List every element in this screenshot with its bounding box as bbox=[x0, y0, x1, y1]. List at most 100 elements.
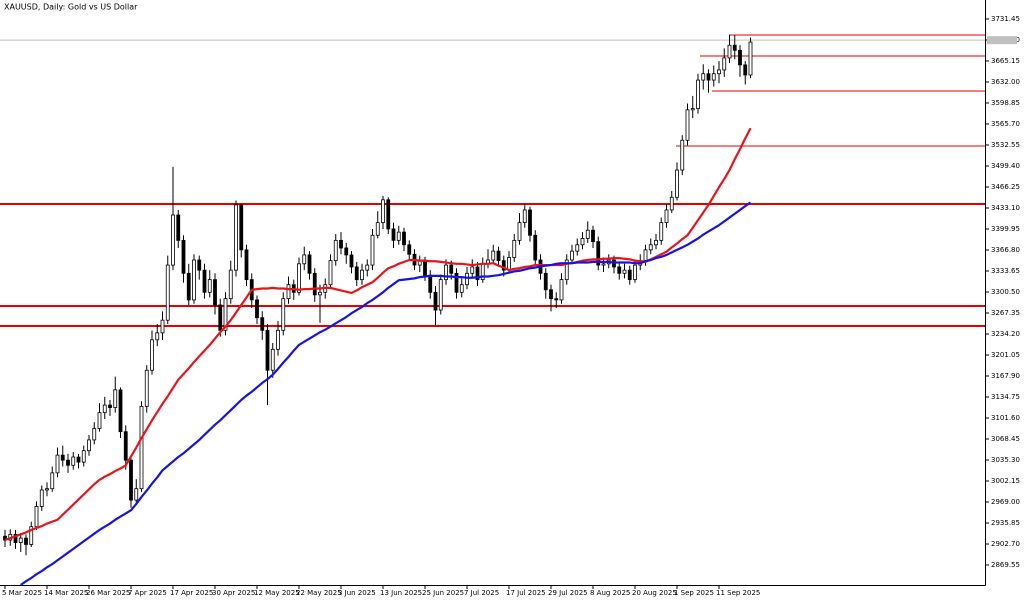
candle-body bbox=[92, 428, 97, 441]
candle-body bbox=[512, 239, 517, 258]
candle-body bbox=[732, 44, 737, 51]
candle-body bbox=[365, 264, 370, 271]
y-tick-label: 3101.60 bbox=[991, 414, 1020, 422]
candle-body bbox=[87, 439, 91, 452]
candle-body bbox=[50, 472, 55, 490]
candle-body bbox=[564, 259, 569, 281]
candle-body bbox=[743, 64, 748, 76]
candle-body bbox=[533, 234, 538, 261]
x-tick-label: 17 Jul 2025 bbox=[506, 589, 546, 597]
candle-body bbox=[45, 488, 49, 491]
x-tick-label: 14 Mar 2025 bbox=[44, 589, 88, 597]
candle-body bbox=[396, 231, 401, 241]
candle-body bbox=[459, 284, 464, 293]
candle-body bbox=[522, 209, 527, 224]
y-tick-label: 3068.45 bbox=[991, 435, 1020, 443]
candle-body bbox=[150, 339, 154, 371]
candle-body bbox=[223, 298, 228, 331]
candle-body bbox=[675, 169, 679, 198]
candle-body bbox=[570, 250, 574, 261]
candle-body bbox=[627, 269, 632, 281]
candle-body bbox=[727, 44, 732, 59]
y-tick-label: 2935.85 bbox=[991, 519, 1020, 527]
x-tick-label: 7 Jul 2025 bbox=[464, 589, 499, 597]
y-tick-label: 2969.00 bbox=[991, 498, 1020, 506]
y-tick-label: 3731.45 bbox=[991, 15, 1020, 23]
candle-body bbox=[76, 456, 81, 463]
candle-body bbox=[239, 204, 244, 251]
candle-body bbox=[281, 298, 286, 331]
y-tick-label: 3300.50 bbox=[991, 288, 1020, 296]
candle-body bbox=[528, 209, 532, 236]
candle-body bbox=[102, 404, 107, 414]
candle-body bbox=[433, 291, 438, 311]
candle-body bbox=[559, 279, 564, 301]
x-tick-label: 22 May 2025 bbox=[296, 589, 342, 597]
candle-body bbox=[575, 244, 580, 252]
candle-body bbox=[333, 239, 338, 262]
candle-body bbox=[160, 319, 165, 334]
candle-body bbox=[165, 264, 170, 321]
candle-body bbox=[354, 266, 359, 281]
candle-body bbox=[717, 69, 721, 75]
candle-body bbox=[633, 264, 637, 281]
candle-body bbox=[265, 329, 270, 371]
candle-body bbox=[155, 332, 160, 341]
x-tick-label: 7 Apr 2025 bbox=[128, 589, 167, 597]
candle-body bbox=[738, 49, 742, 66]
candle-body bbox=[81, 450, 86, 463]
candle-body bbox=[496, 250, 501, 262]
candle-body bbox=[543, 272, 548, 291]
candle-body bbox=[181, 239, 186, 274]
candle-body bbox=[407, 244, 412, 255]
bid-label-box bbox=[987, 36, 1017, 45]
moving-average-line bbox=[4, 127, 752, 542]
candle-body bbox=[664, 209, 669, 224]
x-tick-label: 17 Apr 2025 bbox=[170, 589, 213, 597]
candle-body bbox=[669, 196, 674, 211]
y-tick-label: 3632.00 bbox=[991, 78, 1020, 86]
candle-body bbox=[349, 254, 354, 268]
candle-body bbox=[444, 264, 448, 281]
candle-body bbox=[386, 199, 391, 230]
candle-body bbox=[39, 489, 44, 507]
candle-body bbox=[370, 234, 375, 266]
candle-body bbox=[171, 214, 175, 266]
candle-body bbox=[55, 454, 60, 474]
y-tick-label: 3399.95 bbox=[991, 225, 1020, 233]
candle-body bbox=[465, 272, 469, 286]
x-tick-label: 1 Sep 2025 bbox=[674, 589, 714, 597]
candle-body bbox=[428, 274, 433, 293]
candle-body bbox=[34, 506, 39, 528]
candle-body bbox=[685, 109, 690, 141]
candle-body bbox=[722, 57, 727, 71]
candle-body bbox=[176, 214, 181, 241]
candle-body bbox=[113, 389, 118, 409]
candle-body bbox=[659, 222, 664, 241]
y-tick-label: 3665.15 bbox=[991, 57, 1020, 65]
candle-body bbox=[218, 304, 223, 331]
x-tick-label: 11 Sep 2025 bbox=[716, 589, 760, 597]
y-tick-label: 3002.15 bbox=[991, 477, 1020, 485]
candle-body bbox=[144, 369, 149, 407]
candle-body bbox=[748, 41, 753, 76]
candle-body bbox=[118, 389, 123, 433]
candle-body bbox=[18, 537, 23, 543]
candle-body bbox=[108, 404, 112, 409]
x-tick-label: 13 Jun 2025 bbox=[380, 589, 422, 597]
candle-body bbox=[123, 431, 128, 461]
candle-body bbox=[228, 269, 233, 300]
candle-body bbox=[696, 79, 700, 109]
candle-body bbox=[71, 456, 76, 466]
candle-body bbox=[13, 533, 18, 543]
candle-body bbox=[375, 222, 380, 236]
candle-body bbox=[97, 412, 102, 429]
candle-body bbox=[328, 260, 333, 286]
candle-body bbox=[706, 73, 711, 81]
candle-body bbox=[60, 454, 65, 461]
y-tick-label: 3234.20 bbox=[991, 330, 1020, 338]
candle-body bbox=[617, 266, 622, 274]
y-tick-label: 3167.90 bbox=[991, 372, 1020, 380]
y-tick-label: 3499.40 bbox=[991, 162, 1020, 170]
